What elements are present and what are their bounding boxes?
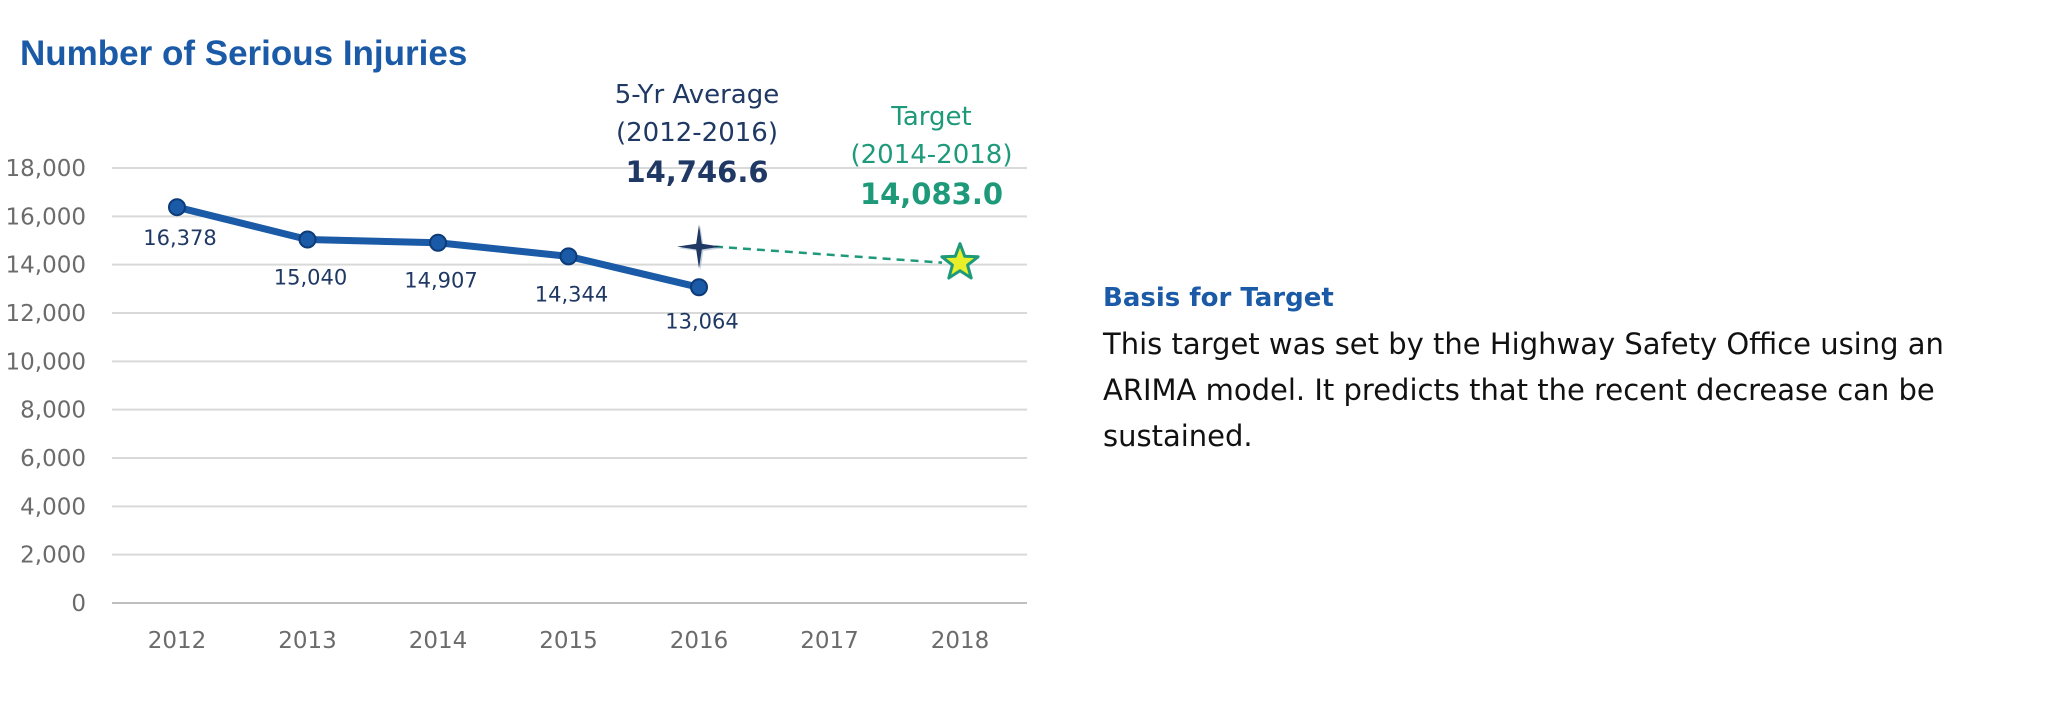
average-marker xyxy=(677,224,721,269)
y-tick-label: 4,000 xyxy=(20,494,86,520)
data-point xyxy=(168,198,186,217)
x-tick-label: 2014 xyxy=(409,628,468,654)
basis-heading: Basis for Target xyxy=(1103,283,1334,313)
y-tick-label: 2,000 xyxy=(20,543,86,569)
y-tick-label: 8,000 xyxy=(20,398,86,424)
data-point xyxy=(690,278,708,297)
basis-text: This target was set by the Highway Safet… xyxy=(1103,327,1944,453)
y-tick-label: 10,000 xyxy=(6,349,86,375)
basis-panel: Basis for Target This target was set by … xyxy=(1103,283,2033,459)
target-callout-line1: Target xyxy=(891,102,972,132)
data-label: 16,378 xyxy=(143,226,216,250)
average-callout-line2: (2012-2016) xyxy=(615,118,778,148)
line-chart: 0 2,000 4,000 6,000 8,000 10,000 12,000 14,000 1… xyxy=(6,156,1027,654)
x-tick-label: 2015 xyxy=(539,628,598,654)
target-callout: Target (2014-2018) 14,083.0 xyxy=(829,98,1034,214)
y-tick-label: 16,000 xyxy=(6,204,86,230)
target-callout-value: 14,083.0 xyxy=(859,177,1004,211)
data-label: 14,907 xyxy=(404,269,477,293)
x-tick-label: 2017 xyxy=(800,628,859,654)
data-label: 13,064 xyxy=(665,309,738,333)
x-tick-label: 2016 xyxy=(670,628,729,654)
average-callout-line1: 5-Yr Average xyxy=(614,80,780,110)
target-marker xyxy=(940,242,980,280)
y-tick-label: 0 xyxy=(71,591,86,617)
y-tick-label: 18,000 xyxy=(6,156,86,182)
data-label: 15,040 xyxy=(274,266,347,290)
average-callout: 5-Yr Average (2012-2016) 14,746.6 xyxy=(587,76,807,192)
y-tick-label: 14,000 xyxy=(6,253,86,279)
chart-title: Number of Serious Injuries xyxy=(20,34,468,73)
data-label: 14,344 xyxy=(535,282,608,306)
x-tick-label: 2018 xyxy=(931,628,990,654)
y-tick-label: 12,000 xyxy=(6,301,86,327)
y-tick-label: 6,000 xyxy=(20,446,86,472)
average-callout-value: 14,746.6 xyxy=(625,155,769,189)
x-tick-label: 2013 xyxy=(278,628,337,654)
data-point xyxy=(559,247,578,266)
target-projection-line xyxy=(714,245,943,264)
x-tick-label: 2012 xyxy=(148,628,207,654)
data-point xyxy=(429,233,447,252)
target-callout-line2: (2014-2018) xyxy=(850,140,1013,170)
data-point xyxy=(298,230,317,249)
